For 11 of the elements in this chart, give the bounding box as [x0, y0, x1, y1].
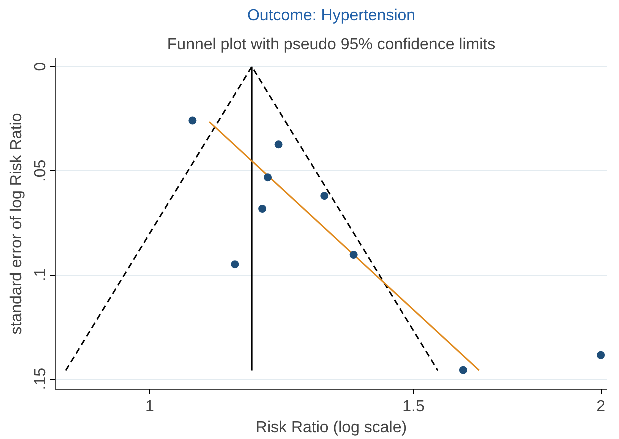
y-axis-title: standard error of log Risk Ratio — [8, 113, 26, 335]
x-tick-label: 2 — [596, 398, 606, 416]
y-tick-label: 0 — [32, 62, 50, 72]
chart-title: Outcome: Hypertension — [247, 8, 416, 24]
y-tick-label: .05 — [32, 160, 50, 182]
chart-subtitle: Funnel plot with pseudo 95% confidence limits — [167, 36, 496, 54]
y-tick-label: .1 — [32, 268, 50, 282]
y-tick-label: .15 — [32, 368, 50, 390]
x-axis-title: Risk Ratio (log scale) — [256, 420, 408, 436]
x-tick-label: 1 — [145, 398, 154, 416]
x-tick-label: 1.5 — [402, 398, 426, 416]
